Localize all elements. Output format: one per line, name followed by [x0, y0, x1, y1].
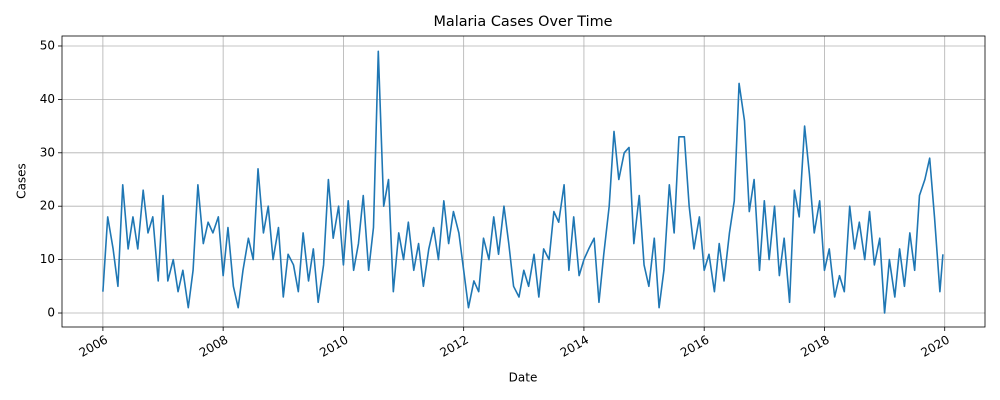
x-tick-label: 2014: [558, 333, 591, 360]
chart-title: Malaria Cases Over Time: [433, 14, 612, 30]
x-tick-label: 2016: [678, 333, 711, 360]
y-tick-label: 40: [40, 92, 55, 106]
x-tick-label: 2006: [77, 333, 110, 360]
data-line: [102, 50, 944, 314]
y-tick-label: 0: [47, 306, 55, 320]
x-tick-label: 2012: [437, 333, 470, 360]
x-tick-label: 2018: [798, 333, 831, 360]
y-tick-label: 10: [40, 252, 55, 266]
y-tick-label: 20: [40, 199, 55, 213]
x-axis-label: Date: [509, 371, 538, 385]
x-tick-label: 2008: [197, 333, 230, 360]
y-tick-label: 30: [40, 145, 55, 159]
y-tick-label: 50: [40, 38, 55, 52]
x-tick-label: 2010: [317, 333, 350, 360]
x-tick-label: 2020: [919, 333, 952, 360]
y-axis-label: Cases: [15, 163, 29, 199]
plot-frame: [61, 35, 986, 328]
